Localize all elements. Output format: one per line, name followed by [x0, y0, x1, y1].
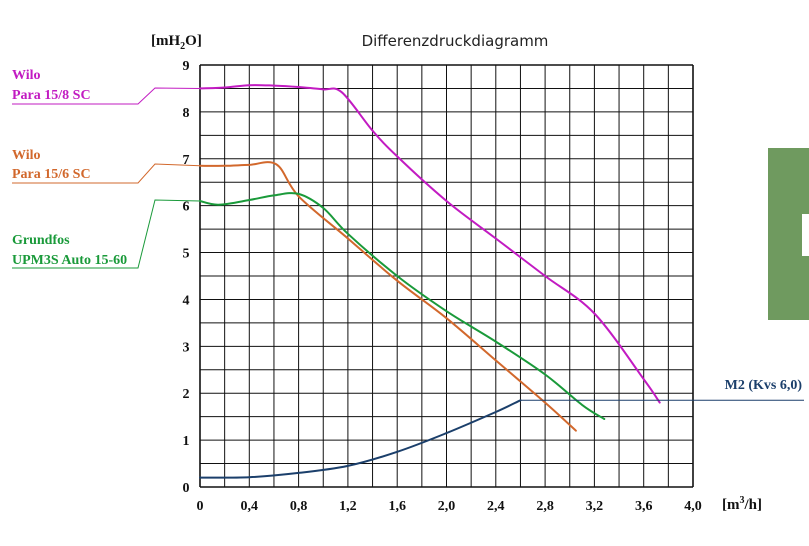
series-line-wilo-para-15-6-sc: [199, 161, 577, 432]
series-line-m2-kvs-6-0: [199, 399, 522, 479]
x-tick-label: 3,2: [586, 499, 604, 514]
label-grundfos-upm3s-auto-15-60: Grundfos UPM3S Auto 15-60: [12, 233, 127, 268]
y-tick-label: 2: [183, 387, 190, 402]
leader-line: [12, 163, 201, 184]
x-tick-label: 0,4: [241, 499, 259, 514]
x-tick-label: 1,2: [339, 499, 357, 514]
x-tick-label: 0,8: [290, 499, 308, 514]
x-tick-label: 3,6: [635, 499, 653, 514]
side-panel-mark: [802, 214, 809, 256]
series-line-wilo-para-15-8-sc: [199, 84, 661, 404]
tick-labels: 0 0,4 0,8 1,2 1,6 2,0 2,4 2,8 3,2 3,6 4,0 0 1 2 3 4 5 6 7 8…: [183, 59, 702, 514]
y-tick-label: 0: [183, 481, 190, 496]
y-axis-label: [mH2O]: [151, 33, 202, 52]
label-wilo-para-15-8-sc: Wilo Para 15/8 SC: [12, 68, 91, 103]
x-axis-label: [m3/h]: [722, 495, 762, 513]
x-tick-label: 1,6: [388, 499, 406, 514]
x-tick-label: 4,0: [684, 499, 702, 514]
x-tick-label: 2,8: [536, 499, 554, 514]
leader-line: [12, 87, 201, 105]
y-tick-label: 6: [183, 200, 190, 215]
y-tick-label: 3: [183, 340, 190, 355]
x-tick-label: 2,4: [487, 499, 505, 514]
y-tick-label: 9: [183, 59, 190, 74]
series-line-grundfos-upm3s-auto-15-60: [199, 192, 606, 420]
grid: [199, 64, 694, 488]
y-tick-label: 8: [183, 106, 190, 121]
leader-line: [12, 199, 201, 269]
y-tick-label: 7: [183, 153, 190, 168]
x-tick-label: 2,0: [438, 499, 456, 514]
legend-leader-lines: [12, 87, 804, 401]
label-m2-kvs-6-0: M2 (Kvs 6,0): [725, 378, 803, 393]
y-tick-label: 4: [183, 293, 190, 308]
x-tick-label: 0: [197, 499, 204, 514]
chart-title: Differenzdruckdiagramm: [362, 32, 549, 50]
y-tick-label: 5: [183, 247, 190, 262]
side-panel: [768, 148, 809, 320]
series-labels: Wilo Para 15/8 SC Wilo Para 15/6 SC Grundfos…: [12, 68, 802, 393]
label-wilo-para-15-6-sc: Wilo Para 15/6 SC: [12, 148, 91, 182]
series-lines: [199, 84, 661, 479]
y-tick-label: 1: [183, 434, 190, 449]
